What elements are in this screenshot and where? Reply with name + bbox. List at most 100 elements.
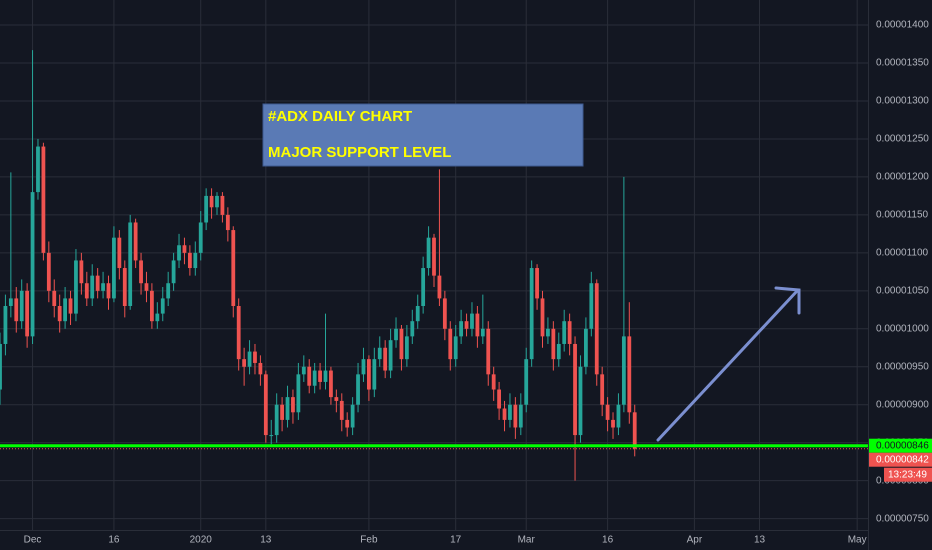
candle-body	[486, 328, 491, 375]
y-tick-label: 0.00001300	[876, 96, 929, 107]
candle-body	[263, 374, 268, 436]
arrow-shaft	[656, 289, 799, 442]
candle-body	[437, 275, 442, 299]
candle-body	[155, 313, 160, 322]
candle-body	[236, 306, 241, 360]
overlay	[0, 444, 868, 450]
candle-body	[442, 298, 447, 329]
candle-body	[79, 260, 84, 284]
candle-body	[334, 397, 339, 401]
candle-body	[247, 351, 252, 367]
candle-body	[356, 374, 360, 405]
candle-body	[269, 435, 274, 437]
candle-body	[101, 283, 105, 291]
candle-body	[470, 313, 474, 329]
x-tick-label: 17	[450, 535, 462, 546]
candle-body	[144, 283, 149, 291]
candle-body	[68, 298, 73, 314]
candle-body	[611, 419, 615, 428]
candle-body	[274, 404, 279, 436]
candle-body	[329, 370, 333, 398]
y-tick-label: 0.00000950	[876, 361, 929, 372]
x-tick-label: Apr	[687, 535, 703, 546]
candle-body	[567, 321, 572, 344]
x-tick-label: May	[848, 535, 867, 546]
candle-body	[350, 404, 355, 428]
x-tick-label: 16	[602, 535, 614, 546]
candle-body	[432, 237, 436, 276]
candle-body	[318, 370, 322, 382]
candle-body	[307, 366, 312, 386]
candle-body	[296, 374, 301, 413]
candle-body	[8, 298, 13, 307]
x-tick-label: 2020	[190, 535, 213, 546]
candle-body	[388, 340, 393, 371]
candle-body	[74, 260, 78, 314]
last-price-label: 0.00000842	[876, 454, 929, 465]
candle-body	[41, 146, 46, 253]
candle-body	[166, 283, 171, 299]
candle-body	[535, 268, 539, 299]
candle-body	[150, 290, 154, 322]
candle-body	[594, 283, 599, 375]
candle-body	[258, 362, 263, 375]
candle-body	[546, 328, 550, 337]
candle-body	[372, 359, 377, 390]
candle-body	[410, 321, 415, 337]
x-tick-label: Feb	[360, 535, 378, 546]
candle-body	[459, 321, 464, 337]
candle-body	[95, 275, 100, 291]
candle-body	[448, 328, 453, 360]
candle-body	[345, 419, 350, 428]
candle-body	[285, 397, 290, 420]
candle-body	[632, 412, 637, 449]
support-label: 0.00000846	[876, 440, 929, 451]
candle-body	[128, 222, 133, 307]
candle-body	[616, 404, 621, 428]
annotation-text: #ADX DAILY CHART	[268, 108, 412, 125]
candle-body	[63, 298, 67, 322]
candle-body	[193, 252, 198, 269]
candle-body	[0, 343, 2, 390]
candle-body	[117, 237, 122, 269]
candle-body	[491, 374, 496, 390]
candle-body	[475, 313, 480, 337]
candle-body	[187, 252, 192, 269]
candle-body	[621, 336, 626, 405]
candle-body	[57, 306, 62, 322]
candle-body	[399, 328, 404, 360]
candle-body	[30, 192, 35, 337]
x-tick-label: 16	[108, 535, 120, 546]
y-tick-label: 0.00000750	[876, 513, 929, 524]
candle-body	[600, 374, 605, 405]
candle-body	[508, 404, 512, 420]
candle-body	[204, 195, 209, 223]
y-tick-label: 0.00001400	[876, 20, 929, 31]
candle-body	[578, 366, 583, 436]
candle-body	[556, 343, 561, 360]
candle-body	[513, 404, 518, 428]
candle-body	[171, 260, 176, 284]
candle-body	[209, 195, 214, 208]
candle-body	[497, 389, 501, 409]
candles	[0, 50, 637, 481]
candle-body	[540, 298, 545, 337]
candle-body	[25, 290, 30, 337]
candle-body	[415, 306, 420, 322]
candle-body	[112, 237, 116, 299]
candle-body	[160, 298, 165, 314]
candle-body	[182, 245, 187, 253]
y-tick-label: 0.00001150	[876, 210, 929, 221]
candle-body	[19, 290, 24, 322]
candle-body	[502, 408, 507, 420]
x-tick-label: 13	[754, 535, 766, 546]
last-price-label-bg	[869, 452, 932, 467]
candle-body	[562, 321, 567, 344]
candle-body	[220, 195, 225, 215]
candle-body	[529, 268, 534, 360]
candle-body	[589, 283, 594, 329]
candle-body	[551, 328, 556, 360]
candle-body	[361, 359, 366, 375]
